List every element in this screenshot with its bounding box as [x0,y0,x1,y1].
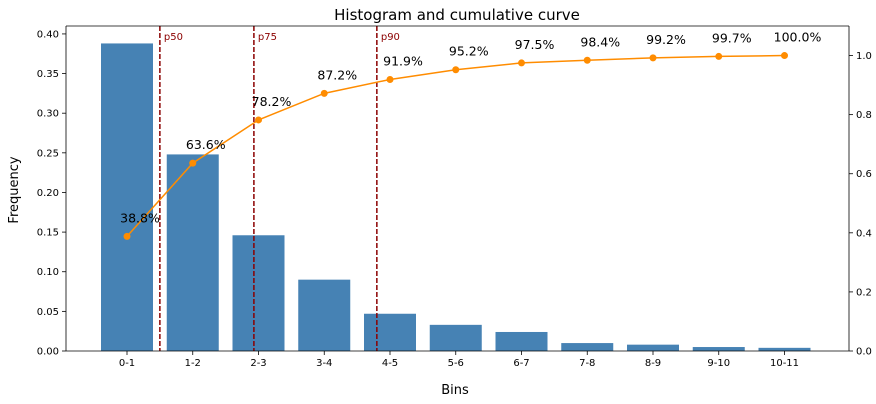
cumulative-line [126,54,785,237]
bar [495,331,548,351]
cumulative-label: 99.2% [646,32,686,47]
y2-tick-label: 0.0 [856,347,872,358]
cumulative-point [386,75,394,83]
bar [627,344,679,351]
cumulative-point [123,232,131,240]
x-tick-label: 6-7 [513,358,529,369]
x-tick-label: 9-10 [707,358,730,369]
y2-tick-label: 0.2 [856,287,872,298]
y-tick-label: 0.25 [37,148,59,159]
y-axis-title: Frequency [7,156,22,223]
cumulative-point [715,52,723,60]
bar [561,343,614,351]
cumulative-point [452,66,460,74]
x-tick-label: 4-5 [382,358,398,369]
x-tick-label: 1-2 [185,358,201,369]
cumulative-label: 95.2% [449,44,489,59]
plot-area: p50 p75 p90 38.8% 63.6% 78.2% 87.2% 91.9% 95.2% 9… [37,25,872,369]
y-tick-label: 0.40 [37,29,59,40]
cumulative-label: 87.2% [317,67,357,82]
bar [692,347,745,351]
cumulative-point [255,116,262,124]
cumulative-point [189,159,197,167]
percentile-label: p90 [381,32,400,43]
bar [758,347,811,351]
y-tick-label: 0.00 [37,347,59,358]
y2-tick-label: 0.6 [856,169,872,180]
y-tick-label: 0.10 [37,267,59,278]
cumulative-point [320,89,328,97]
bar [101,43,153,351]
percentile-label: p75 [258,32,277,43]
bar [429,324,482,351]
bar [364,313,416,351]
y2-tick-label: 0.8 [856,110,872,121]
cumulative-label: 78.2% [252,94,292,109]
chart-title: Histogram and cumulative curve [334,6,580,24]
x-tick-label: 8-9 [645,358,661,369]
x-tick-label: 7-8 [579,358,595,369]
cumulative-label: 63.6% [186,137,226,152]
cumulative-point [583,56,591,64]
x-tick-label: 3-4 [316,358,332,369]
x-tick-label: 2-3 [250,358,266,369]
cumulative-point [649,54,657,62]
y-tick-label: 0.15 [37,228,59,239]
y2-tick-label: 0.4 [856,228,872,239]
x-tick-label: 10-11 [770,358,799,369]
cumulative-label: 38.8% [120,210,160,225]
x-tick-label: 5-6 [448,358,464,369]
y-tick-label: 0.05 [37,307,59,318]
cumulative-label: 91.9% [383,53,423,68]
bar [298,279,351,351]
cumulative-label: 100.0% [774,30,822,45]
y-tick-label: 0.35 [37,69,59,80]
cumulative-label: 97.5% [515,37,555,52]
cumulative-point [518,59,525,67]
y-tick-label: 0.20 [37,188,59,199]
cumulative-label: 98.4% [580,34,620,49]
y2-tick-label: 1.0 [856,51,872,62]
cumulative-label: 99.7% [712,30,752,45]
y-tick-label: 0.30 [37,109,59,120]
cumulative-point [781,52,788,60]
percentile-label: p50 [164,32,183,43]
bar [166,154,219,351]
x-axis-title: Bins [441,383,469,398]
x-tick-label: 0-1 [119,358,135,369]
bar [232,235,285,351]
